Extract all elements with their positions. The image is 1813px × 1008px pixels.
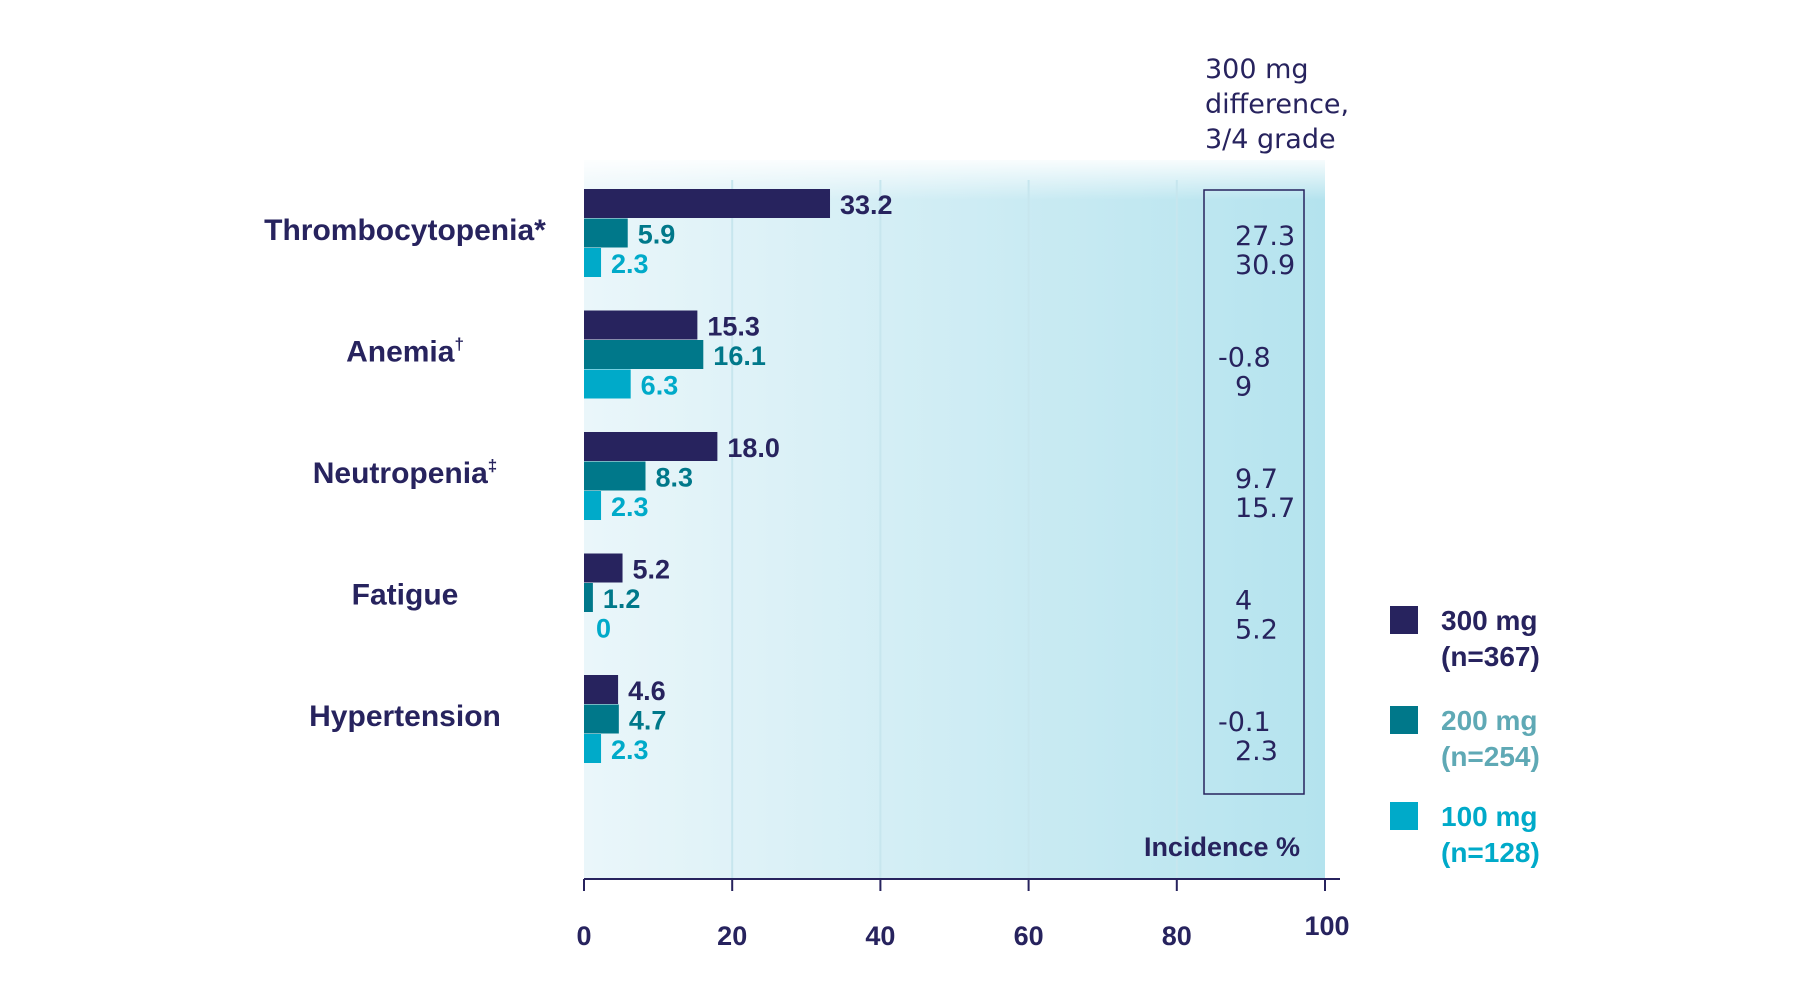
- category-label: Hypertension: [309, 700, 501, 733]
- bar-value-label: 2.3: [611, 249, 649, 279]
- bar-value-label: 8.3: [656, 463, 694, 493]
- legend-label: 100 mg: [1441, 801, 1538, 832]
- legend-label: 200 mg: [1441, 705, 1538, 736]
- bar-value-label: 5.9: [638, 220, 676, 250]
- legend-label: (n=128): [1441, 837, 1540, 868]
- bar: [584, 583, 593, 612]
- x-tick-label: 100: [1304, 911, 1349, 941]
- difference-value: 9: [1235, 372, 1252, 403]
- x-tick-label: 60: [1014, 921, 1044, 951]
- difference-value: 5.2: [1235, 615, 1278, 646]
- difference-box-frame: [1203, 189, 1305, 795]
- category-label: Neutropenia‡: [313, 456, 498, 490]
- bar: [584, 704, 619, 734]
- category-labels: Thrombocytopenia* Anemia† Neutropenia‡ Fati…: [264, 214, 546, 733]
- legend-label: (n=254): [1441, 741, 1540, 772]
- bar: [584, 461, 646, 491]
- difference-header-line: difference,: [1205, 89, 1349, 120]
- bars-group: 33.25.92.315.316.16.318.08.32.35.21.204.…: [584, 189, 893, 765]
- category-label: Anemia†: [346, 335, 464, 369]
- bar: [584, 369, 631, 399]
- bar: [584, 340, 704, 369]
- difference-box: 300 mg difference, 3/4 grade: [1203, 54, 1349, 795]
- bar: [584, 432, 718, 461]
- bar: [584, 218, 628, 248]
- difference-header-line: 3/4 grade: [1205, 124, 1336, 155]
- bar-value-label: 33.2: [840, 190, 893, 220]
- x-tick-label: 80: [1162, 921, 1192, 951]
- x-tick-label: 40: [865, 921, 895, 951]
- bar-value-label: 16.1: [713, 341, 766, 371]
- difference-value: 2.3: [1235, 736, 1278, 767]
- bar-value-label: 1.2: [603, 584, 641, 614]
- legend-label: (n=367): [1441, 641, 1540, 672]
- bar: [584, 310, 698, 340]
- bar: [584, 491, 602, 520]
- bar: [584, 734, 602, 763]
- bar: [584, 248, 602, 277]
- bar: [584, 553, 623, 583]
- bar-value-label: 5.2: [633, 555, 671, 585]
- legend-swatch: [1390, 802, 1418, 830]
- difference-value: 27.3: [1235, 221, 1295, 252]
- bar-value-label: 6.3: [641, 371, 679, 401]
- legend: 300 mg (n=367) 200 mg (n=254) 100 mg (n=128): [1390, 605, 1540, 868]
- difference-header-line: 300 mg: [1205, 54, 1309, 85]
- bar-value-label: 0: [596, 614, 611, 644]
- bar-value-label: 15.3: [707, 312, 760, 342]
- legend-swatch: [1390, 706, 1418, 734]
- legend-swatch: [1390, 606, 1418, 634]
- difference-value: 15.7: [1235, 493, 1295, 524]
- x-axis: 0 20 40 60 80 100 Incidence %: [576, 832, 1349, 951]
- difference-value: -0.8: [1218, 343, 1271, 374]
- difference-value: -0.1: [1218, 707, 1271, 738]
- legend-label: 300 mg: [1441, 605, 1538, 636]
- plot-area: [584, 160, 1325, 879]
- category-label: Thrombocytopenia*: [264, 214, 546, 247]
- grid-bands: [731, 180, 1178, 879]
- category-label: Fatigue: [352, 579, 459, 612]
- difference-value: 9.7: [1235, 464, 1278, 495]
- x-tick-label: 0: [576, 921, 591, 951]
- difference-value: 4: [1235, 586, 1252, 617]
- bar-value-label: 18.0: [727, 433, 780, 463]
- difference-value: 30.9: [1235, 250, 1295, 281]
- bar: [584, 189, 831, 218]
- x-axis-title: Incidence %: [1144, 832, 1300, 862]
- bar-value-label: 2.3: [611, 735, 649, 765]
- plot-background: [584, 155, 1325, 879]
- bar-value-label: 2.3: [611, 492, 649, 522]
- difference-values: 27.330.9 -0.89 9.715.7 45.2 -0.12.3: [1218, 221, 1295, 767]
- bar: [584, 675, 619, 704]
- bar-value-label: 4.6: [628, 676, 666, 706]
- bar-value-label: 4.7: [629, 706, 667, 736]
- x-tick-label: 20: [717, 921, 747, 951]
